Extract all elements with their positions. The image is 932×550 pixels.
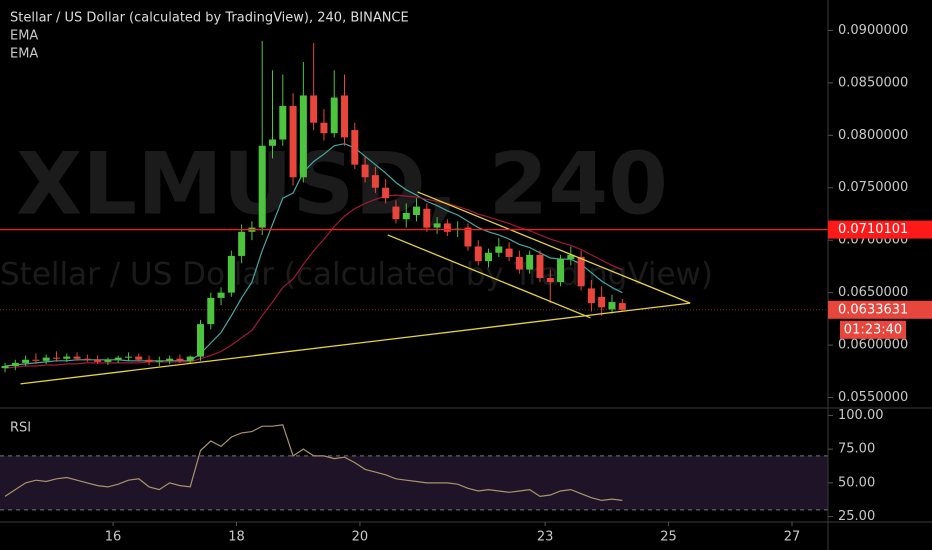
candle-body xyxy=(371,175,379,188)
candle-body xyxy=(526,254,534,270)
candle-body xyxy=(608,302,616,310)
candle-body xyxy=(32,359,40,361)
candle-body xyxy=(330,97,338,134)
x-tick-label: 25 xyxy=(660,530,677,545)
y-tick-label: 0.0750000 xyxy=(838,180,908,195)
y-tick-label: 0.0650000 xyxy=(838,285,908,300)
trendline xyxy=(20,302,691,385)
candle-body xyxy=(289,105,297,178)
candle-body xyxy=(279,105,287,140)
candle-body xyxy=(505,248,513,257)
candle-body xyxy=(382,187,390,199)
last-price-box xyxy=(828,300,932,319)
y-tick-label: 0.0550000 xyxy=(838,390,908,405)
candle-body xyxy=(207,297,215,325)
candle-body xyxy=(618,303,626,310)
y-tick-label: 100.00 xyxy=(838,408,884,423)
countdown: 01:23:40 xyxy=(844,322,902,337)
candle-body xyxy=(587,288,595,304)
candle-body xyxy=(269,139,277,146)
x-tick-label: 23 xyxy=(537,530,554,545)
candle-body xyxy=(104,359,112,362)
candle-body xyxy=(83,358,91,360)
y-tick-label: 50.00 xyxy=(838,475,875,490)
x-tick-label: 20 xyxy=(352,530,369,545)
candle-body xyxy=(145,359,153,362)
countdown-box xyxy=(840,320,906,339)
candle-body xyxy=(124,356,132,358)
rsi-band xyxy=(0,455,828,510)
candle-body xyxy=(474,246,482,262)
candle-body xyxy=(351,130,359,165)
candle-body xyxy=(114,357,122,360)
candle-body xyxy=(186,356,194,361)
candle-body xyxy=(392,206,400,220)
candle-body xyxy=(63,356,71,359)
candle-body xyxy=(567,254,575,260)
candle-body xyxy=(546,277,554,283)
candle-body xyxy=(402,212,410,220)
rsi-title: RSI xyxy=(10,421,31,436)
candle-body xyxy=(485,252,493,262)
y-tick-label: 0.0850000 xyxy=(838,75,908,90)
y-tick-label: 0.0600000 xyxy=(838,338,908,353)
candle-body xyxy=(238,231,246,256)
candle-body xyxy=(299,95,307,178)
candle-body xyxy=(11,362,19,367)
trendline xyxy=(417,191,691,304)
y-tick-label: 75.00 xyxy=(838,442,875,457)
candle-body xyxy=(196,324,204,357)
candle-body xyxy=(52,357,60,359)
candle-body xyxy=(258,145,266,228)
candle-body xyxy=(464,227,472,247)
candle-body xyxy=(515,256,523,270)
candle-body xyxy=(423,208,431,228)
candle-body xyxy=(217,292,225,298)
candle-body xyxy=(577,256,585,287)
y-tick-label: 25.00 xyxy=(838,509,875,524)
candle-body xyxy=(135,356,143,360)
x-tick-label: 16 xyxy=(105,530,122,545)
candle-body xyxy=(443,223,451,232)
candle-body xyxy=(557,259,565,283)
candle-body xyxy=(227,255,235,293)
last-price-label: 0.0633631 xyxy=(838,302,908,317)
candle-body xyxy=(361,164,369,178)
candle-body xyxy=(22,359,30,363)
candle-body xyxy=(73,356,81,359)
price-label: 0.0710101 xyxy=(838,222,908,237)
candle-body xyxy=(598,296,606,308)
candle-body xyxy=(176,358,184,361)
candle-body xyxy=(166,358,174,361)
y-tick-label: 0.0800000 xyxy=(838,128,908,143)
y-tick-label: 0.0900000 xyxy=(838,23,908,38)
candle-body xyxy=(155,360,163,362)
candle-body xyxy=(536,254,544,278)
candle-body xyxy=(320,122,328,134)
watermark: XLMUSD, 240 xyxy=(16,134,668,234)
legend-entry: EMA xyxy=(10,29,38,44)
chart-title: Stellar / US Dollar (calculated by Tradi… xyxy=(10,11,409,26)
legend-entry: EMA xyxy=(10,47,38,62)
candle-body xyxy=(341,95,349,138)
rsi-line xyxy=(4,424,623,502)
candle-body xyxy=(310,95,318,123)
candle-body xyxy=(413,206,421,216)
x-tick-label: 27 xyxy=(784,530,801,545)
candle-body xyxy=(94,359,102,362)
candle-body xyxy=(42,357,50,361)
price-label-box xyxy=(828,220,932,239)
x-tick-label: 18 xyxy=(228,530,245,545)
trendline xyxy=(387,234,591,319)
candle-body xyxy=(495,246,503,253)
candle-body xyxy=(433,223,441,228)
candle-body xyxy=(1,366,9,369)
